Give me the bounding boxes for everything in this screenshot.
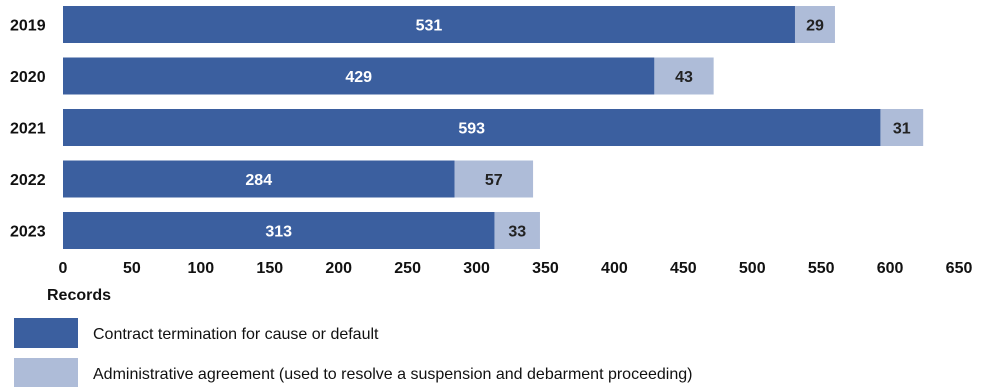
bars-layer bbox=[63, 6, 924, 249]
bar-segment-2020-series-2 bbox=[654, 57, 714, 95]
bar-segment-2019-series-1 bbox=[63, 6, 795, 43]
x-tick-label-150: 150 bbox=[256, 260, 283, 277]
x-tick-label-250: 250 bbox=[394, 260, 421, 277]
x-tick-label-200: 200 bbox=[325, 260, 352, 277]
data-labels-layer: 531 29 429 43 593 31 284 57 313 33 bbox=[245, 18, 910, 241]
category-label-2020: 2020 bbox=[10, 69, 46, 86]
x-tick-label-500: 500 bbox=[739, 260, 766, 277]
category-labels-layer: 2019 2020 2021 2022 2023 bbox=[10, 18, 46, 241]
x-tick-label-50: 50 bbox=[123, 260, 141, 277]
x-tick-label-350: 350 bbox=[532, 260, 559, 277]
category-label-2019: 2019 bbox=[10, 18, 46, 35]
legend-swatch-series-1 bbox=[14, 318, 78, 348]
bar-segment-2022-series-2 bbox=[454, 160, 534, 198]
bar-segment-2023-series-1 bbox=[63, 212, 495, 249]
bar-segment-2022-series-1 bbox=[63, 160, 455, 198]
category-label-2023: 2023 bbox=[10, 224, 46, 241]
bar-segment-2020-series-1 bbox=[63, 57, 655, 95]
x-tick-label-650: 650 bbox=[946, 260, 973, 277]
legend-label-series-2: Administrative agreement (used to resolv… bbox=[93, 366, 692, 383]
data-label-2019-series-1: 531 bbox=[416, 18, 443, 35]
x-axis-title: Records bbox=[47, 287, 111, 304]
data-label-2023-series-2: 33 bbox=[508, 224, 526, 241]
data-label-2021-series-2: 31 bbox=[893, 121, 911, 138]
bar-segment-2021-series-1 bbox=[63, 109, 881, 146]
bar-segment-2021-series-2 bbox=[880, 109, 924, 146]
x-tick-label-0: 0 bbox=[59, 260, 68, 277]
x-tick-label-400: 400 bbox=[601, 260, 628, 277]
legend-swatch-series-2 bbox=[14, 358, 78, 388]
x-tick-label-450: 450 bbox=[670, 260, 697, 277]
data-label-2020-series-1: 429 bbox=[345, 69, 372, 86]
x-tick-label-300: 300 bbox=[463, 260, 490, 277]
data-label-2020-series-2: 43 bbox=[675, 69, 693, 86]
x-tick-label-550: 550 bbox=[808, 260, 835, 277]
bar-segment-2023-series-2 bbox=[494, 212, 540, 249]
data-label-2023-series-1: 313 bbox=[265, 224, 292, 241]
legend-label-series-1: Contract termination for cause or defaul… bbox=[93, 326, 379, 343]
legend: Contract termination for cause or defaul… bbox=[14, 318, 692, 388]
data-label-2022-series-1: 284 bbox=[245, 172, 272, 189]
data-label-2019-series-2: 29 bbox=[806, 18, 824, 35]
bar-segment-2019-series-2 bbox=[794, 6, 835, 43]
x-tick-label-600: 600 bbox=[877, 260, 904, 277]
category-label-2021: 2021 bbox=[10, 121, 46, 138]
data-label-2021-series-1: 593 bbox=[458, 121, 485, 138]
data-label-2022-series-2: 57 bbox=[485, 172, 503, 189]
x-tick-labels-layer: 0 50 100 150 200 250 300 350 400 450 500 550 600 650 bbox=[59, 260, 973, 277]
x-tick-label-100: 100 bbox=[187, 260, 214, 277]
category-label-2022: 2022 bbox=[10, 172, 46, 189]
